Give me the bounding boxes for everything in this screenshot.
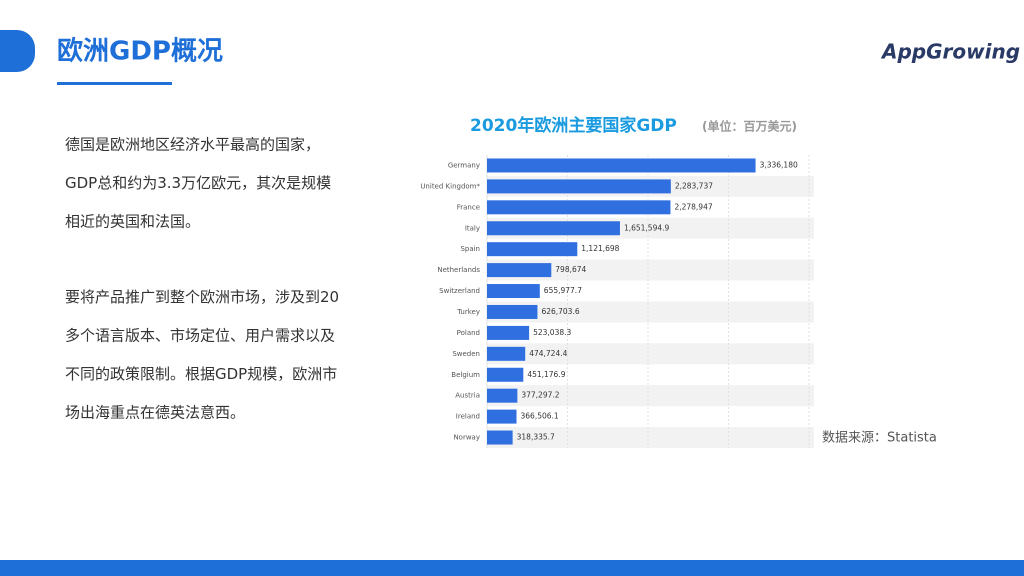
value-label: 1,121,698 [581, 244, 619, 253]
y-tick-label: Austria [455, 392, 480, 400]
value-label: 377,297.2 [521, 391, 559, 400]
paragraph-line: 场出海重点在德英法意西。 [65, 404, 245, 422]
bar [487, 158, 756, 173]
paragraph-line: 要将产品推广到整个欧洲市场，涉及到20 [65, 288, 339, 306]
y-tick-label: Poland [457, 329, 480, 337]
row-stripe [487, 343, 814, 365]
header-tab [0, 30, 35, 72]
value-label: 655,977.7 [544, 286, 582, 295]
bar [487, 304, 538, 319]
value-label: 798,674 [555, 265, 586, 274]
bar [487, 179, 671, 194]
logo: AppGrowing [880, 40, 1020, 64]
row-stripe [487, 385, 814, 407]
value-label: 474,724.4 [529, 349, 567, 358]
bar [487, 388, 518, 403]
chart-subtitle: (单位：百万美元) [702, 119, 797, 134]
y-tick-label: Italy [465, 224, 480, 232]
y-tick-label: Ireland [456, 413, 480, 421]
y-tick-label: Switzerland [439, 287, 480, 295]
paragraph-line: GDP总和约为3.3万亿欧元，其次是规模 [65, 174, 331, 192]
slide-title: 欧洲GDP概况 [57, 36, 223, 67]
y-tick-label: United Kingdom* [420, 182, 480, 190]
paragraph-line: 不同的政策限制。根据GDP规模，欧洲市 [65, 365, 337, 383]
value-label: 451,176.9 [527, 370, 565, 379]
bar [487, 263, 552, 278]
value-label: 1,651,594.9 [624, 223, 670, 232]
bar [487, 284, 540, 299]
value-label: 318,335.7 [517, 433, 555, 442]
y-tick-label: France [457, 203, 480, 211]
bar [487, 409, 517, 424]
bar [487, 221, 620, 236]
row-stripe [487, 301, 814, 323]
title-underline [57, 82, 172, 85]
row-stripe [487, 259, 814, 281]
paragraph-line: 多个语言版本、市场定位、用户需求以及 [65, 327, 335, 345]
row-stripe [487, 427, 814, 448]
paragraph-line: 相近的英国和法国。 [65, 213, 200, 231]
y-tick-label: Norway [453, 434, 480, 442]
bar [487, 200, 671, 215]
value-label: 3,336,180 [760, 160, 798, 169]
bar [487, 242, 578, 257]
value-label: 366,506.1 [521, 412, 559, 421]
value-label: 2,278,947 [674, 202, 712, 211]
source: 数据来源：Statista [822, 431, 937, 446]
paragraph-line: 德国是欧洲地区经济水平最高的国家， [65, 136, 320, 154]
bar [487, 367, 524, 382]
bar [487, 430, 513, 445]
y-tick-label: Sweden [452, 350, 480, 358]
chart-title: 2020年欧洲主要国家GDP [470, 115, 677, 136]
value-label: 523,038.3 [533, 328, 571, 337]
y-tick-label: Spain [460, 245, 480, 253]
value-label: 2,283,737 [675, 181, 713, 190]
y-tick-label: Belgium [451, 371, 480, 379]
y-tick-label: Netherlands [437, 266, 480, 274]
bar [487, 346, 526, 361]
y-tick-label: Germany [448, 161, 480, 169]
footer-bar [0, 560, 1024, 576]
value-label: 626,703.6 [541, 307, 579, 316]
bar [487, 325, 530, 340]
y-tick-label: Turkey [456, 308, 480, 316]
